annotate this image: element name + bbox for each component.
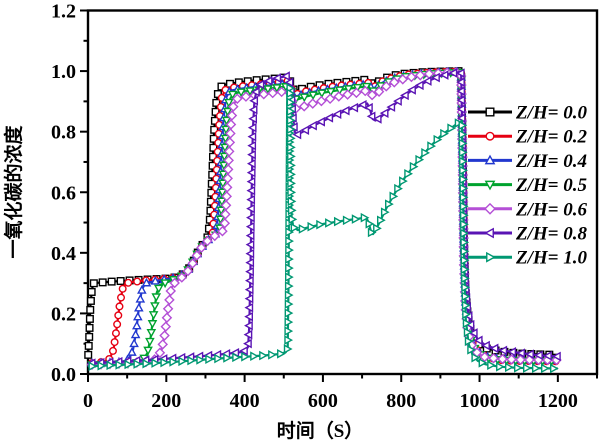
legend-item-1: Z/H= 0.2 <box>468 127 587 148</box>
x-axis-title: 时间（S） <box>277 419 364 442</box>
x-tick-label: 200 <box>151 390 181 412</box>
legend-item-2: Z/H= 0.4 <box>468 151 587 172</box>
x-tick-label: 400 <box>230 390 260 412</box>
legend-label: Z/H= 0.2 <box>515 127 587 148</box>
legend-label: Z/H= 0.4 <box>515 151 587 172</box>
series-markers-6 <box>88 83 559 374</box>
x-tick-label: 0 <box>83 390 93 412</box>
legend-item-3: Z/H= 0.5 <box>468 175 587 196</box>
legend-item-0: Z/H= 0.0 <box>468 103 587 124</box>
y-tick-label: 1.2 <box>51 1 76 23</box>
legend: Z/H= 0.0 Z/H= 0.2 Z/H= 0.4 Z/H= 0.5 Z/H= 0.6… <box>468 103 587 269</box>
series-line-6 <box>87 85 558 370</box>
plot-render-layer: 0 200 400 600 800 1000 1200 0.0 0.2 0.4 0.6 0.8 1.0 1… <box>51 1 599 412</box>
y-axis-title: 一氧化碳的浓度 <box>2 125 25 259</box>
legend-label: Z/H= 0.6 <box>515 199 587 220</box>
series-markers-3 <box>87 68 557 371</box>
x-tick-label: 600 <box>308 390 338 412</box>
legend-item-6: Z/H= 1.0 <box>468 248 587 269</box>
x-tick-label: 1000 <box>460 390 500 412</box>
y-tick-label: 0.6 <box>51 182 76 204</box>
legend-item-4: Z/H= 0.6 <box>468 199 587 220</box>
y-tick-label: 0.4 <box>51 243 76 265</box>
legend-label: Z/H= 0.8 <box>515 224 587 245</box>
x-tick-label: 1200 <box>538 390 578 412</box>
legend-label: Z/H= 0.5 <box>515 175 587 196</box>
y-tick-label: 0.0 <box>51 364 76 386</box>
x-tick-label: 800 <box>386 390 416 412</box>
legend-label: Z/H= 0.0 <box>515 103 587 124</box>
y-tick-label: 0.2 <box>51 303 76 325</box>
y-tick-label: 0.8 <box>51 122 76 144</box>
legend-item-5: Z/H= 0.8 <box>468 224 587 245</box>
legend-label: Z/H= 1.0 <box>515 248 587 269</box>
y-tick-label: 1.0 <box>51 61 76 83</box>
